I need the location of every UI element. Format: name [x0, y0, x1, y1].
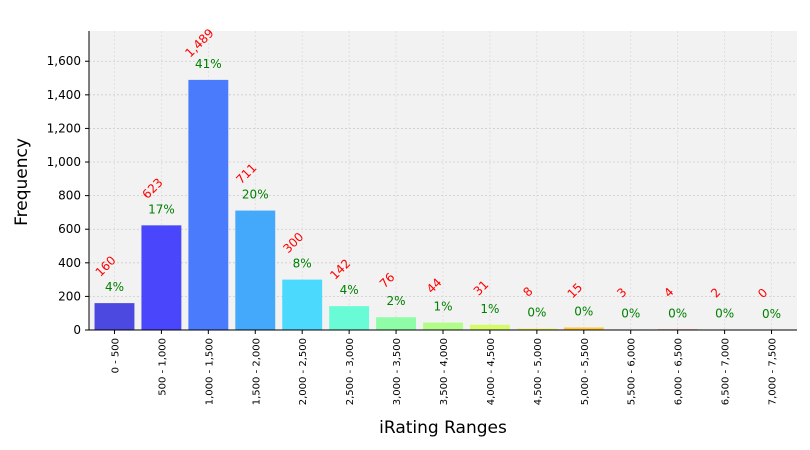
x-tick-label: 4,000 - 4,500	[486, 338, 497, 405]
y-axis-title: Frequency	[12, 138, 32, 226]
x-tick-label: 3,500 - 4,000	[439, 338, 450, 405]
bar	[469, 324, 510, 330]
bar-percent-label: 0%	[762, 307, 781, 321]
bar-percent-label: 0%	[527, 306, 546, 320]
bar	[329, 306, 370, 330]
bar	[94, 303, 135, 330]
bar-percent-label: 0%	[668, 306, 687, 320]
bars-group	[94, 79, 745, 330]
bar-percent-label: 17%	[148, 202, 175, 216]
y-tick-label: 0	[73, 323, 81, 337]
bar-percent-label: 4%	[340, 283, 359, 297]
y-tick-label: 1,600	[47, 54, 81, 68]
bar	[516, 328, 557, 330]
x-tick-label: 1,000 - 1,500	[204, 338, 215, 405]
x-tick-label: 6,500 - 7,000	[721, 338, 732, 405]
x-tick-label: 500 - 1,000	[157, 338, 168, 396]
y-tick-label: 600	[58, 222, 81, 236]
x-tick-label: 3,000 - 3,500	[392, 338, 403, 405]
bar-percent-label: 2%	[387, 294, 406, 308]
x-tick-label: 2,000 - 2,500	[298, 338, 309, 405]
bar-percent-label: 8%	[293, 257, 312, 271]
bar	[141, 225, 182, 330]
x-tick-label: 7,000 - 7,500	[768, 338, 779, 405]
x-tick-label: 0 - 500	[110, 338, 121, 373]
bar-percent-label: 1%	[480, 302, 499, 316]
bar	[563, 327, 604, 330]
y-tick-label: 1,200	[47, 121, 81, 135]
bar-percent-label: 1%	[433, 300, 452, 314]
bar-percent-label: 0%	[715, 307, 734, 321]
bar-percent-label: 20%	[242, 188, 269, 202]
x-tick-label: 5,500 - 6,000	[627, 338, 638, 405]
bar	[282, 279, 323, 330]
bar-percent-label: 4%	[105, 280, 124, 294]
bar-percent-label: 0%	[574, 304, 593, 318]
x-tick-label: 4,500 - 5,000	[533, 338, 544, 405]
y-tick-label: 200	[58, 289, 81, 303]
bar	[188, 79, 229, 330]
bar	[376, 317, 417, 330]
y-tick-label: 400	[58, 256, 81, 270]
bar-percent-label: 41%	[195, 57, 222, 71]
y-ticks-group: 0 200 400 600 800 1,000 1,200 1,400 1,600	[47, 54, 89, 337]
x-tick-label: 2,500 - 3,000	[345, 338, 356, 405]
bar	[235, 210, 276, 330]
bar-percent-label: 0%	[621, 306, 640, 320]
y-tick-label: 800	[58, 189, 81, 203]
x-tick-label: 1,500 - 2,000	[251, 338, 262, 405]
y-tick-label: 1,000	[47, 155, 81, 169]
x-axis-title: iRating Ranges	[379, 418, 507, 438]
y-tick-label: 1,400	[47, 88, 81, 102]
bar	[423, 322, 463, 330]
x-ticks-group: 0 - 500 500 - 1,000 1,000 - 1,500 1,500 - 2…	[110, 330, 779, 405]
x-tick-label: 5,000 - 5,500	[580, 338, 591, 405]
x-tick-label: 6,000 - 6,500	[674, 338, 685, 405]
